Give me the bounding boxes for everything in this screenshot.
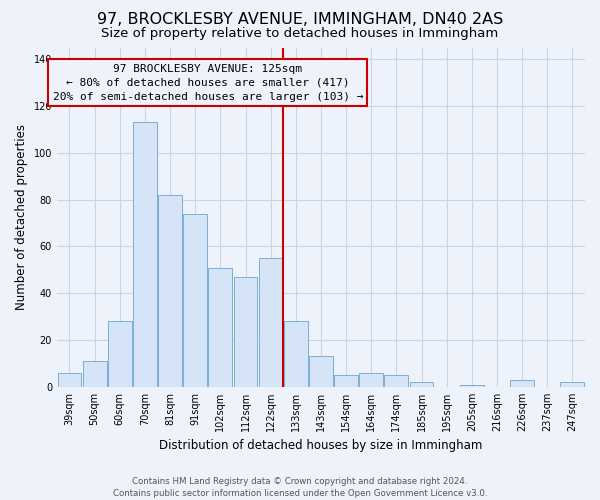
- Bar: [58, 373, 82, 387]
- Bar: [309, 356, 333, 387]
- Bar: [385, 375, 409, 387]
- Bar: [108, 322, 132, 387]
- Bar: [510, 380, 534, 387]
- Bar: [560, 382, 584, 387]
- Bar: [359, 373, 383, 387]
- Bar: [460, 384, 484, 387]
- Bar: [133, 122, 157, 387]
- Bar: [410, 382, 433, 387]
- Bar: [183, 214, 207, 387]
- Text: Size of property relative to detached houses in Immingham: Size of property relative to detached ho…: [101, 28, 499, 40]
- Bar: [259, 258, 283, 387]
- Text: 97 BROCKLESBY AVENUE: 125sqm
← 80% of detached houses are smaller (417)
20% of s: 97 BROCKLESBY AVENUE: 125sqm ← 80% of de…: [53, 64, 363, 102]
- Bar: [284, 322, 308, 387]
- Bar: [334, 375, 358, 387]
- Y-axis label: Number of detached properties: Number of detached properties: [15, 124, 28, 310]
- Text: Contains HM Land Registry data © Crown copyright and database right 2024.
Contai: Contains HM Land Registry data © Crown c…: [113, 476, 487, 498]
- X-axis label: Distribution of detached houses by size in Immingham: Distribution of detached houses by size …: [159, 440, 482, 452]
- Bar: [83, 361, 107, 387]
- Text: 97, BROCKLESBY AVENUE, IMMINGHAM, DN40 2AS: 97, BROCKLESBY AVENUE, IMMINGHAM, DN40 2…: [97, 12, 503, 28]
- Bar: [158, 195, 182, 387]
- Bar: [208, 268, 232, 387]
- Bar: [233, 277, 257, 387]
